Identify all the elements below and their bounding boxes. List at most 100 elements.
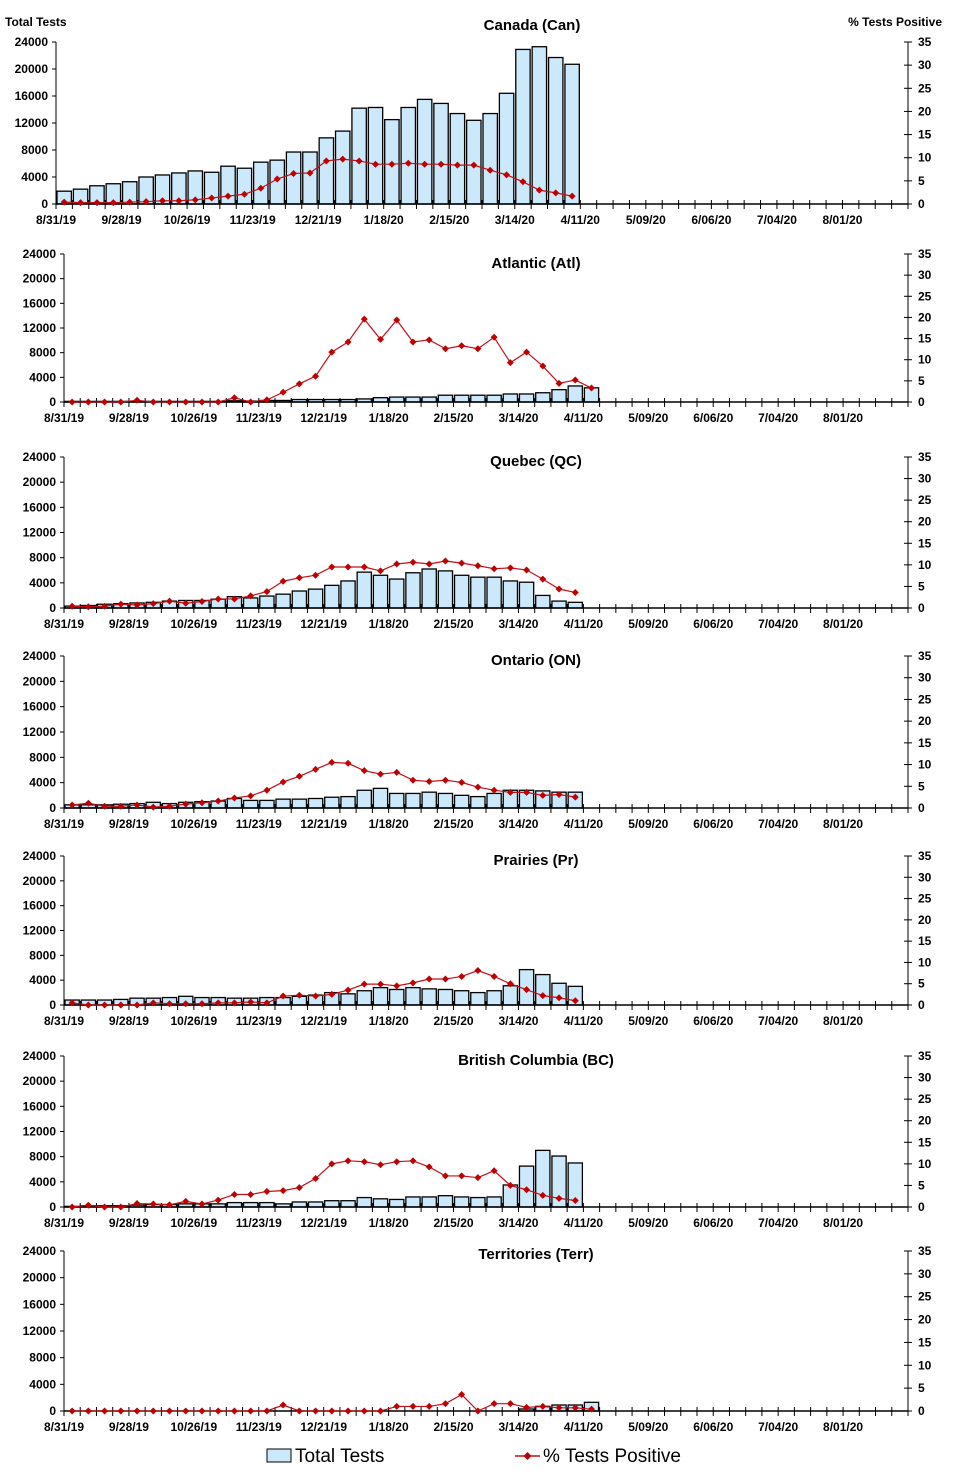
bar	[340, 993, 356, 1006]
line-marker	[555, 994, 563, 1002]
y2-tick-label: 15	[918, 332, 932, 346]
line-marker	[474, 967, 482, 975]
y2-tick-label: 20	[918, 1313, 932, 1327]
bar	[356, 1196, 373, 1208]
y2-tick-label: 0	[918, 1200, 925, 1214]
line-marker	[344, 986, 352, 994]
line-marker	[101, 1001, 109, 1009]
bar	[470, 394, 486, 403]
y2-tick-label: 10	[918, 1358, 932, 1372]
chart-panel: Canada (Can) 0 4000 8000 12000 16000 20000 2400…	[15, 17, 932, 227]
bar	[405, 572, 421, 609]
line-marker	[198, 398, 206, 406]
chart-panel: Ontario (ON) 0 4000 8000 12000 16000 20000 2400…	[23, 649, 932, 831]
line-marker	[474, 1407, 482, 1415]
x-tick-label: 4/11/20	[564, 817, 604, 831]
line-marker	[506, 1181, 514, 1189]
x-tick-label: 9/28/19	[102, 213, 142, 227]
line-marker	[214, 1407, 222, 1415]
bar	[551, 600, 567, 609]
chart-panels: Canada (Can)0400080001200016000200002400…	[15, 17, 932, 1434]
y-tick-label: 16000	[23, 1297, 57, 1311]
y2-tick-label: 10	[918, 1157, 932, 1171]
line-marker	[360, 980, 368, 988]
x-tick-label: 11/23/19	[236, 817, 282, 831]
bar	[486, 990, 502, 1006]
line-marker	[198, 1200, 206, 1208]
line-marker	[84, 1407, 92, 1415]
x-tick-label: 5/09/20	[626, 213, 666, 227]
line-marker	[295, 1184, 303, 1192]
y-tick-label: 0	[49, 601, 56, 615]
line-marker	[474, 1174, 482, 1182]
bar	[421, 791, 437, 809]
line-marker	[182, 1407, 190, 1415]
x-tick-label: 7/04/20	[758, 1420, 798, 1434]
x-tick-label: 5/09/20	[628, 617, 668, 631]
line-marker	[208, 194, 216, 202]
line-marker	[295, 991, 303, 999]
bar	[307, 797, 324, 809]
line-marker	[182, 1000, 190, 1008]
line-marker	[377, 335, 384, 343]
bar	[470, 1196, 486, 1208]
y-tick-label: 8000	[29, 948, 56, 962]
y-tick-label: 20000	[23, 1271, 57, 1285]
x-tick-label: 2/15/20	[434, 1216, 474, 1230]
x-tick-label: 10/26/19	[170, 1216, 217, 1230]
y2-tick-label: 0	[918, 601, 925, 615]
y-tick-label: 12000	[23, 924, 57, 938]
y-tick-label: 20000	[23, 1074, 57, 1088]
x-tick-label: 9/28/19	[109, 1420, 149, 1434]
x-tick-label: 3/14/20	[498, 817, 538, 831]
x-tick-label: 10/26/19	[164, 213, 211, 227]
line-marker	[68, 999, 76, 1007]
y-tick-label: 24000	[15, 35, 49, 49]
line-marker	[295, 380, 303, 388]
y2-tick-label: 10	[918, 151, 932, 165]
line-marker	[198, 598, 206, 606]
x-tick-label: 11/23/19	[236, 1216, 282, 1230]
line-marker	[230, 394, 238, 402]
bar	[351, 107, 367, 205]
y-tick-label: 20000	[15, 62, 49, 76]
x-tick-label: 4/11/20	[561, 213, 601, 227]
line-marker	[101, 602, 109, 610]
x-tick-label: 8/31/19	[36, 213, 76, 227]
y-tick-label: 8000	[29, 346, 56, 360]
line-marker	[166, 802, 173, 810]
line-marker	[539, 1191, 547, 1199]
line-marker	[295, 1407, 303, 1415]
x-tick-label: 6/06/20	[693, 1420, 733, 1434]
line-marker	[409, 1157, 417, 1165]
line-marker	[224, 192, 232, 200]
line-marker	[133, 1001, 141, 1009]
line-marker	[182, 800, 190, 808]
line-marker	[149, 600, 157, 608]
chart-title: Territories (Terr)	[478, 1246, 593, 1263]
x-tick-label: 5/09/20	[628, 817, 668, 831]
x-tick-label: 4/11/20	[564, 411, 604, 425]
x-tick-label: 9/28/19	[109, 411, 149, 425]
x-tick-label: 2/15/20	[434, 1014, 474, 1028]
x-tick-label: 7/04/20	[758, 1014, 798, 1028]
y-tick-label: 12000	[23, 1125, 57, 1139]
line-marker	[247, 998, 255, 1006]
y2-tick-label: 35	[918, 849, 932, 863]
line-marker	[393, 1158, 401, 1166]
line-marker	[214, 797, 222, 805]
x-tick-label: 11/23/19	[230, 213, 276, 227]
line-marker	[133, 396, 141, 404]
line-marker	[175, 197, 183, 205]
line-marker	[84, 398, 92, 406]
line-marker	[470, 161, 478, 169]
x-tick-label: 8/31/19	[44, 617, 84, 631]
y2-tick-label: 30	[918, 1267, 932, 1281]
bar	[405, 1196, 421, 1208]
x-tick-label: 10/26/19	[170, 1420, 217, 1434]
line-marker	[474, 562, 482, 570]
y2-tick-label: 30	[918, 472, 932, 486]
y2-tick-label: 5	[918, 579, 925, 593]
y-tick-label: 20000	[23, 475, 57, 489]
y2-tick-label: 10	[918, 955, 932, 969]
